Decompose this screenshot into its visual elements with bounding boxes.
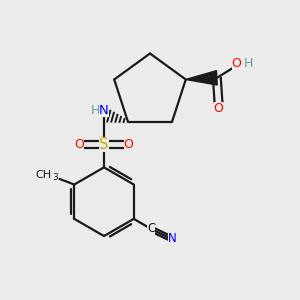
Text: H: H (91, 103, 101, 117)
Text: N: N (99, 103, 109, 117)
Text: S: S (99, 137, 109, 152)
Text: N: N (168, 232, 176, 245)
Text: O: O (124, 138, 134, 151)
Text: O: O (232, 57, 242, 70)
Text: H: H (244, 57, 254, 70)
Text: O: O (74, 138, 84, 151)
Text: C: C (147, 222, 155, 235)
Text: 3: 3 (53, 173, 58, 182)
Text: O: O (214, 102, 224, 115)
Polygon shape (186, 71, 217, 85)
Text: ·: · (244, 57, 248, 70)
Text: CH: CH (35, 170, 51, 180)
